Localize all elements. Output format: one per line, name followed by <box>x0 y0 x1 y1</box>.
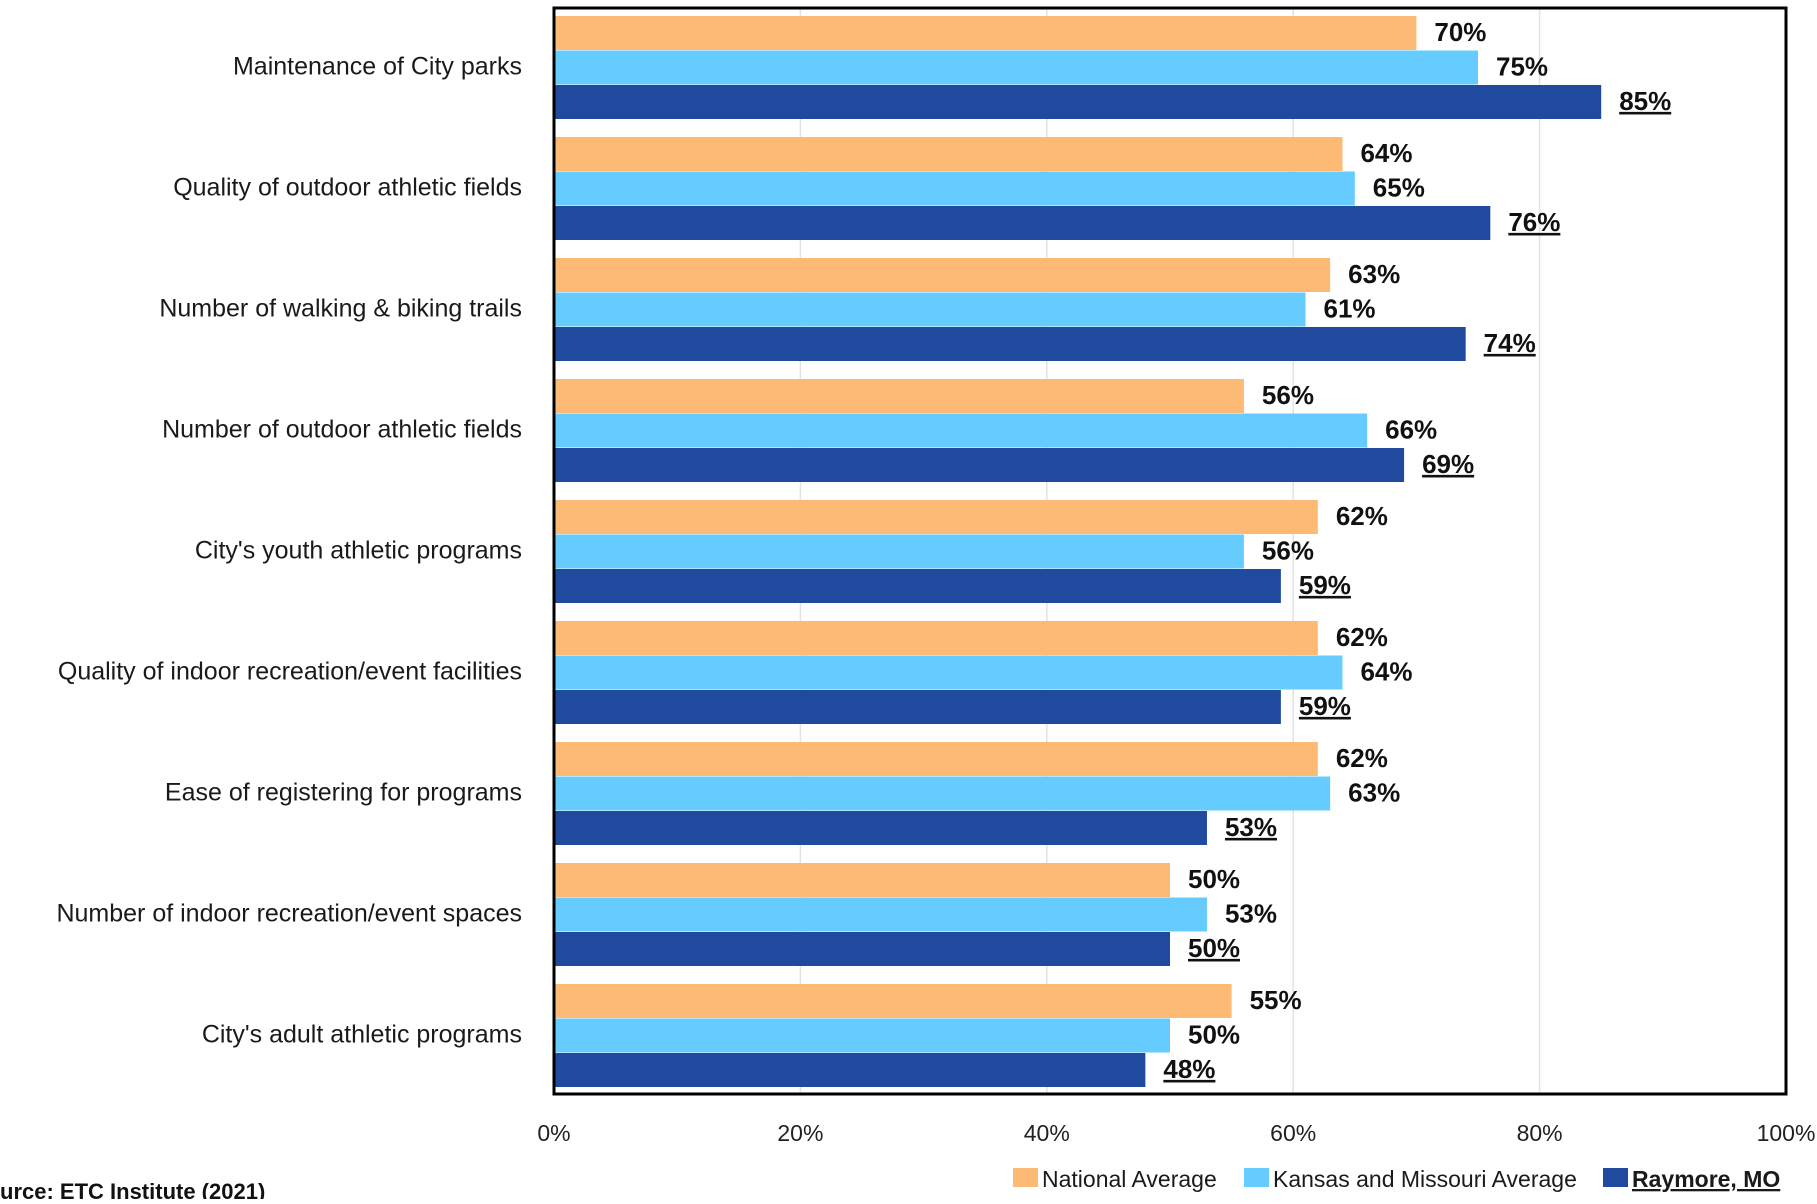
x-tick-label: 60% <box>1270 1120 1316 1146</box>
data-label: 48% <box>1163 1054 1215 1084</box>
category-label: City's youth athletic programs <box>195 536 522 564</box>
data-label: 63% <box>1348 259 1400 289</box>
category-label: Maintenance of City parks <box>233 52 522 80</box>
legend-label: Kansas and Missouri Average <box>1273 1166 1577 1192</box>
bar <box>555 655 1343 690</box>
legend-label: Raymore, MO <box>1632 1166 1780 1192</box>
bar <box>555 932 1170 966</box>
data-label: 61% <box>1324 293 1376 323</box>
x-axis-ticks: 0% 20% 40% 60% 80% 100% <box>537 1120 1815 1146</box>
legend-swatch <box>1603 1168 1628 1187</box>
data-label: 85% <box>1619 86 1671 116</box>
x-tick-label: 20% <box>777 1120 823 1146</box>
data-label: 56% <box>1262 535 1314 565</box>
bar <box>555 258 1331 292</box>
bar <box>555 621 1318 655</box>
bar <box>555 16 1417 50</box>
bar <box>555 1053 1146 1087</box>
data-label: 50% <box>1188 864 1240 894</box>
data-label: 66% <box>1385 414 1437 444</box>
bar <box>555 569 1281 603</box>
x-tick-label: 40% <box>1024 1120 1070 1146</box>
data-label: 76% <box>1508 207 1560 237</box>
labels: Maintenance of City parks Quality of outd… <box>56 17 1671 1084</box>
bar <box>555 413 1368 448</box>
bar <box>555 1018 1170 1053</box>
bar <box>555 50 1478 85</box>
bar <box>555 984 1232 1018</box>
bars <box>555 16 1602 1087</box>
legend: National Average Kansas and Missouri Aver… <box>1013 1166 1780 1192</box>
data-label: 75% <box>1496 51 1548 81</box>
data-label: 53% <box>1225 898 1277 928</box>
bar <box>555 776 1331 811</box>
category-label: Quality of outdoor athletic fields <box>173 173 522 201</box>
category-label: Number of outdoor athletic fields <box>162 415 522 443</box>
data-label: 65% <box>1373 172 1425 202</box>
bar <box>555 327 1466 361</box>
category-label: Ease of registering for programs <box>165 778 522 806</box>
legend-swatch <box>1013 1168 1038 1187</box>
data-label: 64% <box>1360 138 1412 168</box>
data-label: 56% <box>1262 380 1314 410</box>
bar <box>555 863 1170 897</box>
data-label: 59% <box>1299 691 1351 721</box>
bar <box>555 500 1318 534</box>
data-label: 62% <box>1336 501 1388 531</box>
legend-swatch <box>1244 1168 1269 1187</box>
data-label: 70% <box>1434 17 1486 47</box>
bar <box>555 206 1491 240</box>
category-label: Number of indoor recreation/event spaces <box>56 899 522 927</box>
legend-label: National Average <box>1042 1166 1217 1192</box>
bar <box>555 811 1207 845</box>
category-label: Number of walking & biking trails <box>159 294 522 322</box>
plot-frame <box>552 6 1788 1096</box>
source-note: urce: ETC Institute (2021) <box>0 1179 265 1199</box>
category-label: City's adult athletic programs <box>202 1020 522 1048</box>
data-label: 63% <box>1348 777 1400 807</box>
data-label: 62% <box>1336 622 1388 652</box>
data-label: 55% <box>1250 985 1302 1015</box>
bar <box>555 690 1281 724</box>
bar <box>555 292 1306 327</box>
bar <box>555 448 1405 482</box>
category-label: Quality of indoor recreation/event facil… <box>58 657 522 685</box>
data-label: 62% <box>1336 743 1388 773</box>
x-tick-label: 80% <box>1517 1120 1563 1146</box>
bar <box>555 171 1355 206</box>
data-label: 69% <box>1422 449 1474 479</box>
x-tick-label: 100% <box>1757 1120 1816 1146</box>
data-label: 53% <box>1225 812 1277 842</box>
data-label: 59% <box>1299 570 1351 600</box>
data-label: 64% <box>1360 656 1412 686</box>
bar <box>555 85 1602 119</box>
bar <box>555 897 1207 932</box>
bar <box>555 534 1244 569</box>
bar <box>555 742 1318 776</box>
data-label: 50% <box>1188 933 1240 963</box>
data-label: 50% <box>1188 1019 1240 1049</box>
bar <box>555 379 1244 413</box>
data-label: 74% <box>1484 328 1536 358</box>
x-tick-label: 0% <box>537 1120 570 1146</box>
bar <box>555 137 1343 171</box>
